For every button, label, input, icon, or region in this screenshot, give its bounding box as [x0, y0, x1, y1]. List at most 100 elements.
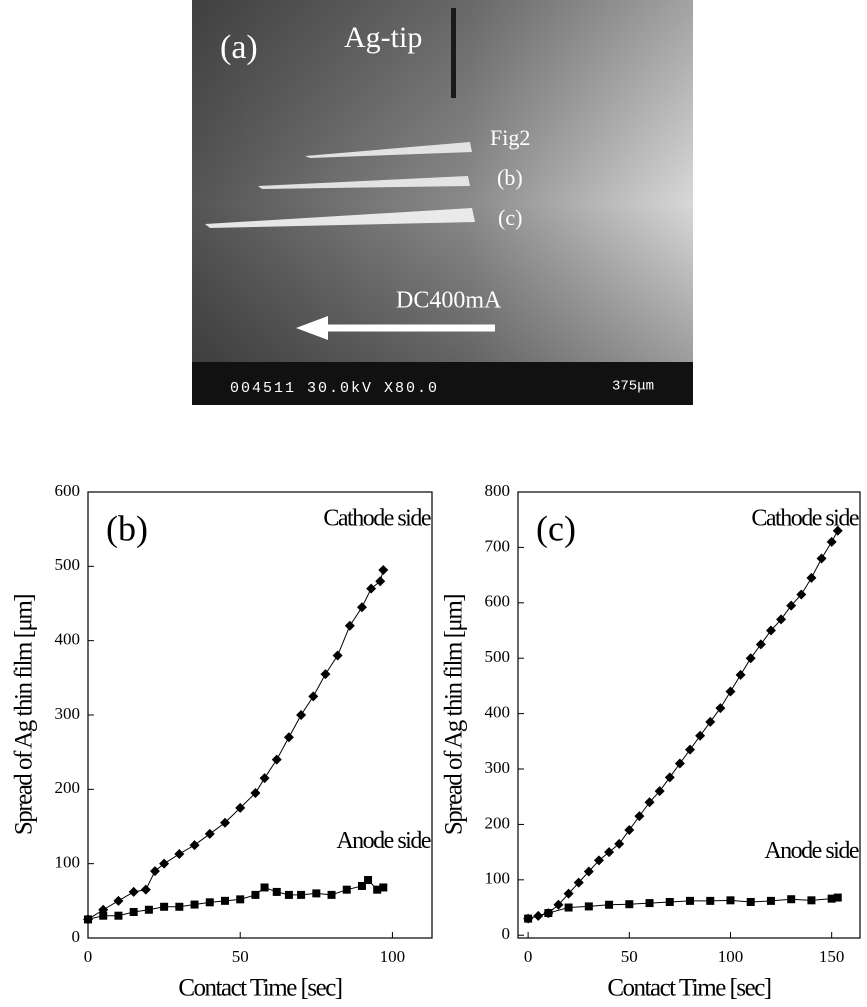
panel-title: (b) [106, 508, 148, 548]
diamond-marker [664, 772, 675, 783]
x-tick-label: 0 [524, 947, 533, 966]
square-marker [260, 883, 269, 892]
diamond-marker [674, 758, 685, 769]
square-marker [357, 881, 366, 890]
diamond-marker [344, 620, 355, 631]
panel-label: (a) [220, 29, 258, 66]
plot-frame [87, 491, 433, 939]
diamond-marker [634, 811, 645, 822]
scale-label: 375μm [612, 379, 654, 395]
diamond-marker [113, 895, 124, 906]
diamond-marker [219, 817, 230, 828]
panel-title: (c) [536, 508, 576, 548]
diamond-marker [259, 773, 270, 784]
series-label: Anode side [336, 828, 430, 854]
arrow-head [296, 316, 328, 340]
diamond-marker [283, 732, 294, 743]
diamond-marker [735, 669, 746, 680]
streak [258, 176, 470, 189]
square-marker [129, 907, 138, 916]
diamond-marker [356, 602, 367, 613]
square-marker [364, 876, 373, 885]
diamond-marker [308, 691, 319, 702]
diamond-marker [654, 786, 665, 797]
info-bar [192, 362, 693, 405]
square-marker [833, 893, 842, 902]
diamond-marker [786, 600, 797, 611]
fig-label: Fig2 [490, 125, 530, 150]
diamond-marker [553, 899, 564, 910]
x-tick-label: 0 [84, 947, 93, 966]
diamond-marker [685, 744, 696, 755]
series-label: Cathode side [751, 506, 858, 532]
square-marker [665, 897, 674, 906]
square-marker [706, 896, 715, 905]
tip-label: Ag-tip [344, 21, 422, 54]
streak-label: (b) [497, 165, 523, 190]
square-marker [220, 896, 229, 905]
square-marker [645, 899, 654, 908]
diamond-marker [366, 583, 377, 594]
square-marker [379, 883, 388, 892]
diamond-marker [235, 802, 246, 813]
diamond-marker [705, 716, 716, 727]
diamond-marker [174, 849, 185, 860]
diamond-marker [715, 703, 726, 714]
x-tick-label: 100 [718, 947, 744, 966]
diamond-marker [250, 788, 261, 799]
streak [305, 142, 472, 158]
y-tick-label: 700 [485, 536, 511, 555]
y-tick-label: 100 [55, 853, 81, 872]
square-marker [544, 909, 553, 918]
y-tick-label: 0 [72, 927, 81, 946]
diamond-marker [816, 553, 827, 564]
diamond-marker [378, 565, 389, 576]
square-marker [99, 911, 108, 920]
x-tick-label: 50 [232, 947, 249, 966]
diamond-marker [624, 824, 635, 835]
diamond-marker [796, 589, 807, 600]
diamond-marker [271, 754, 282, 765]
square-marker [284, 890, 293, 899]
y-tick-label: 300 [485, 758, 511, 777]
y-tick-label: 800 [485, 481, 511, 500]
diamond-marker [755, 639, 766, 650]
square-marker [144, 905, 153, 914]
square-marker [686, 896, 695, 905]
diamond-marker [149, 866, 160, 877]
diamond-marker [320, 669, 331, 680]
diamond-marker [189, 840, 200, 851]
square-marker [787, 895, 796, 904]
sem-photo: (a) Ag-tip Fig2 (b) (c) DC400mA 004511 3… [192, 0, 693, 405]
diamond-marker [296, 710, 307, 720]
diamond-marker [725, 686, 736, 697]
square-marker [564, 903, 573, 912]
diamond-marker [832, 525, 843, 536]
y-tick-label: 100 [485, 869, 511, 888]
square-marker [205, 898, 214, 907]
photo-shade [192, 0, 693, 405]
y-tick-label: 400 [485, 703, 511, 722]
square-marker [625, 900, 634, 909]
square-marker [160, 902, 169, 911]
square-marker [584, 902, 593, 911]
square-marker [373, 885, 382, 894]
diamond-marker [332, 650, 343, 661]
square-marker [114, 911, 123, 920]
square-marker [236, 895, 245, 904]
diamond-marker [140, 884, 151, 895]
square-marker [807, 896, 816, 905]
square-marker [175, 902, 184, 911]
diamond-marker [128, 886, 139, 897]
x-axis-label: Contact Time [sec] [178, 975, 341, 1002]
square-marker [726, 896, 735, 905]
diamond-marker [563, 888, 574, 899]
streak-label: (c) [498, 205, 522, 230]
diamond-marker [776, 614, 787, 625]
y-tick-label: 600 [485, 592, 511, 611]
square-marker [746, 897, 755, 906]
square-marker [297, 890, 306, 899]
diamond-marker [593, 855, 604, 866]
